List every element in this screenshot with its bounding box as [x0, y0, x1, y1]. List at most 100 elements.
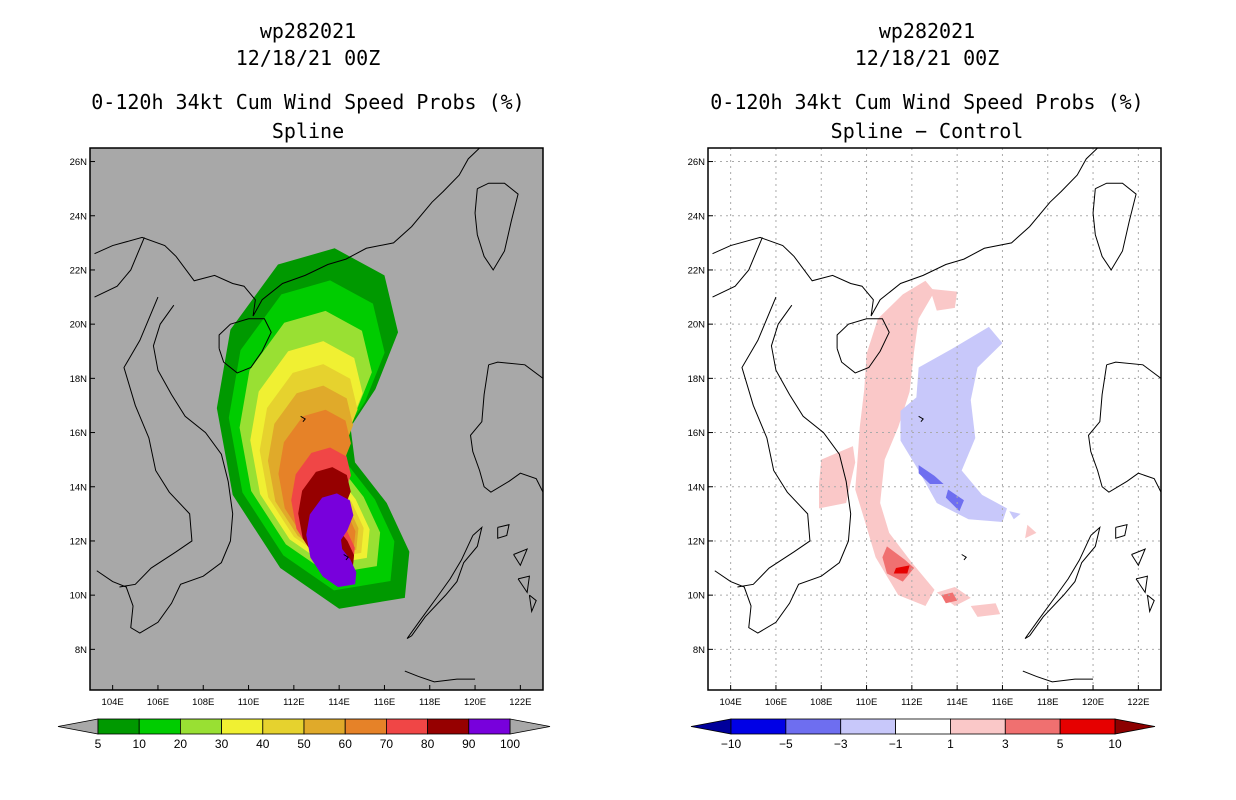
right-x-tick-label: 116E: [992, 697, 1013, 708]
right-contour-1: [1025, 524, 1037, 539]
left-y-tick-label: 14N: [70, 482, 88, 493]
left-coastline: [469, 361, 543, 493]
left-y-tick-label: 22N: [70, 265, 88, 276]
right-x-tick-label: 112E: [901, 697, 922, 708]
right-y-tick-label: 20N: [688, 320, 706, 331]
right-contour-5: [893, 565, 910, 574]
left-colorbar-label: 60: [339, 737, 353, 751]
right-coastline: [1087, 361, 1161, 493]
right-colorbar-swatch: [785, 718, 842, 735]
right-coastline: [961, 554, 967, 561]
left-coastline: [96, 304, 234, 634]
right-coastline: [1115, 524, 1128, 539]
right-y-tick-label: 16N: [688, 428, 706, 439]
left-coastline: [300, 415, 306, 423]
left-x-tick-label: 122E: [509, 697, 531, 708]
left-colorbar-label: 100: [500, 737, 520, 751]
right-contour-1: [818, 446, 856, 509]
right-contour-1: [855, 280, 935, 606]
right-coastline: [712, 237, 763, 298]
right-x-tick-label: 120E: [1082, 697, 1104, 708]
right-x-tick-label: 106E: [765, 697, 787, 708]
left-x-tick-label: 116E: [374, 697, 395, 708]
left-subtitle: Spline: [271, 119, 345, 143]
right-coastline: [1024, 525, 1101, 639]
left-contour-90: [306, 493, 357, 588]
right-contour--1: [1009, 511, 1021, 520]
right-map-frame: [707, 147, 1162, 691]
left-colorbar-label: 20: [174, 737, 188, 751]
right-colorbar-label: 10: [1108, 737, 1122, 751]
left-y-tick-label: 8N: [75, 645, 87, 656]
left-y-tick-label: 10N: [70, 591, 88, 602]
right-y-tick-label: 8N: [693, 645, 705, 656]
right-colorbar-label: 1: [947, 737, 954, 751]
left-y-tick-label: 24N: [70, 211, 88, 222]
right-coastline: [918, 415, 924, 423]
right-y-tick-label: 18N: [688, 374, 706, 385]
left-storm-id: wp282021: [259, 19, 357, 43]
left-y-tick-label: 12N: [70, 536, 88, 547]
left-x-tick-label: 114E: [328, 697, 349, 708]
left-coastline: [343, 554, 349, 561]
left-x-tick-label: 108E: [192, 697, 214, 708]
left-coastline: [119, 296, 193, 588]
right-colorbar-swatch: [1059, 718, 1116, 735]
right-storm-id: wp282021: [878, 19, 976, 43]
right-x-tick-label: 104E: [720, 697, 742, 708]
left-x-tick-label: 118E: [419, 697, 440, 708]
left-colorbar-label: 5: [95, 737, 102, 751]
right-colorbar-swatch: [950, 718, 1006, 735]
right-colorbar-swatch: [895, 718, 951, 735]
left-y-tick-label: 18N: [70, 374, 88, 385]
left-colorbar-label: 90: [462, 737, 476, 751]
right-coastline: [714, 304, 852, 634]
left-colorbar-label: 30: [215, 737, 229, 751]
right-colorbar-swatch: [1004, 718, 1061, 735]
left-colorbar-label: 40: [256, 737, 270, 751]
right-coastline: [1135, 575, 1149, 594]
left-x-tick-label: 106E: [147, 697, 169, 708]
left-colorbar-label: 80: [421, 737, 435, 751]
right-x-tick-label: 118E: [1037, 697, 1058, 708]
right-colorbar-label: 3: [1002, 737, 1009, 751]
right-product-title: 0-120h 34kt Cum Wind Speed Probs (%): [710, 90, 1144, 114]
right-x-tick-label: 108E: [810, 697, 832, 708]
right-y-tick-label: 26N: [688, 157, 706, 168]
left-coastline: [218, 318, 272, 374]
right-colorbar-label: −3: [834, 737, 848, 751]
right-colorbar-label: −10: [721, 737, 742, 751]
left-coastline: [404, 670, 476, 683]
right-contour--3: [945, 489, 964, 512]
left-coastline: [497, 524, 510, 539]
left-x-tick-label: 110E: [238, 697, 259, 708]
left-y-tick-label: 26N: [70, 157, 88, 168]
right-datetime: 12/18/21 00Z: [854, 46, 1000, 70]
left-coastline: [528, 594, 537, 614]
right-colorbar-label: −1: [889, 737, 903, 751]
right-coastline: [1092, 182, 1137, 271]
right-coastline: [836, 318, 890, 374]
right-colorbar-swatch: [730, 718, 787, 735]
left-coastline: [94, 148, 480, 317]
left-colorbar-label: 10: [133, 737, 147, 751]
right-y-tick-label: 22N: [688, 265, 706, 276]
left-product-title: 0-120h 34kt Cum Wind Speed Probs (%): [91, 90, 525, 114]
right-x-tick-label: 114E: [946, 697, 967, 708]
right-contour-3: [941, 592, 958, 604]
right-subtitle: Spline − Control: [830, 119, 1024, 143]
left-colorbar-label: 70: [380, 737, 394, 751]
left-x-tick-label: 104E: [102, 697, 124, 708]
right-contour--3: [918, 465, 944, 485]
right-contour-1: [970, 603, 1001, 617]
left-coastline: [513, 548, 529, 567]
left-coastline: [517, 575, 531, 594]
right-y-tick-label: 24N: [688, 211, 706, 222]
left-x-tick-label: 112E: [283, 697, 304, 708]
right-x-tick-label: 122E: [1127, 697, 1149, 708]
left-y-tick-label: 16N: [70, 428, 88, 439]
left-colorbar-label: 50: [297, 737, 311, 751]
right-y-tick-label: 12N: [688, 536, 706, 547]
left-coastline: [474, 182, 519, 271]
